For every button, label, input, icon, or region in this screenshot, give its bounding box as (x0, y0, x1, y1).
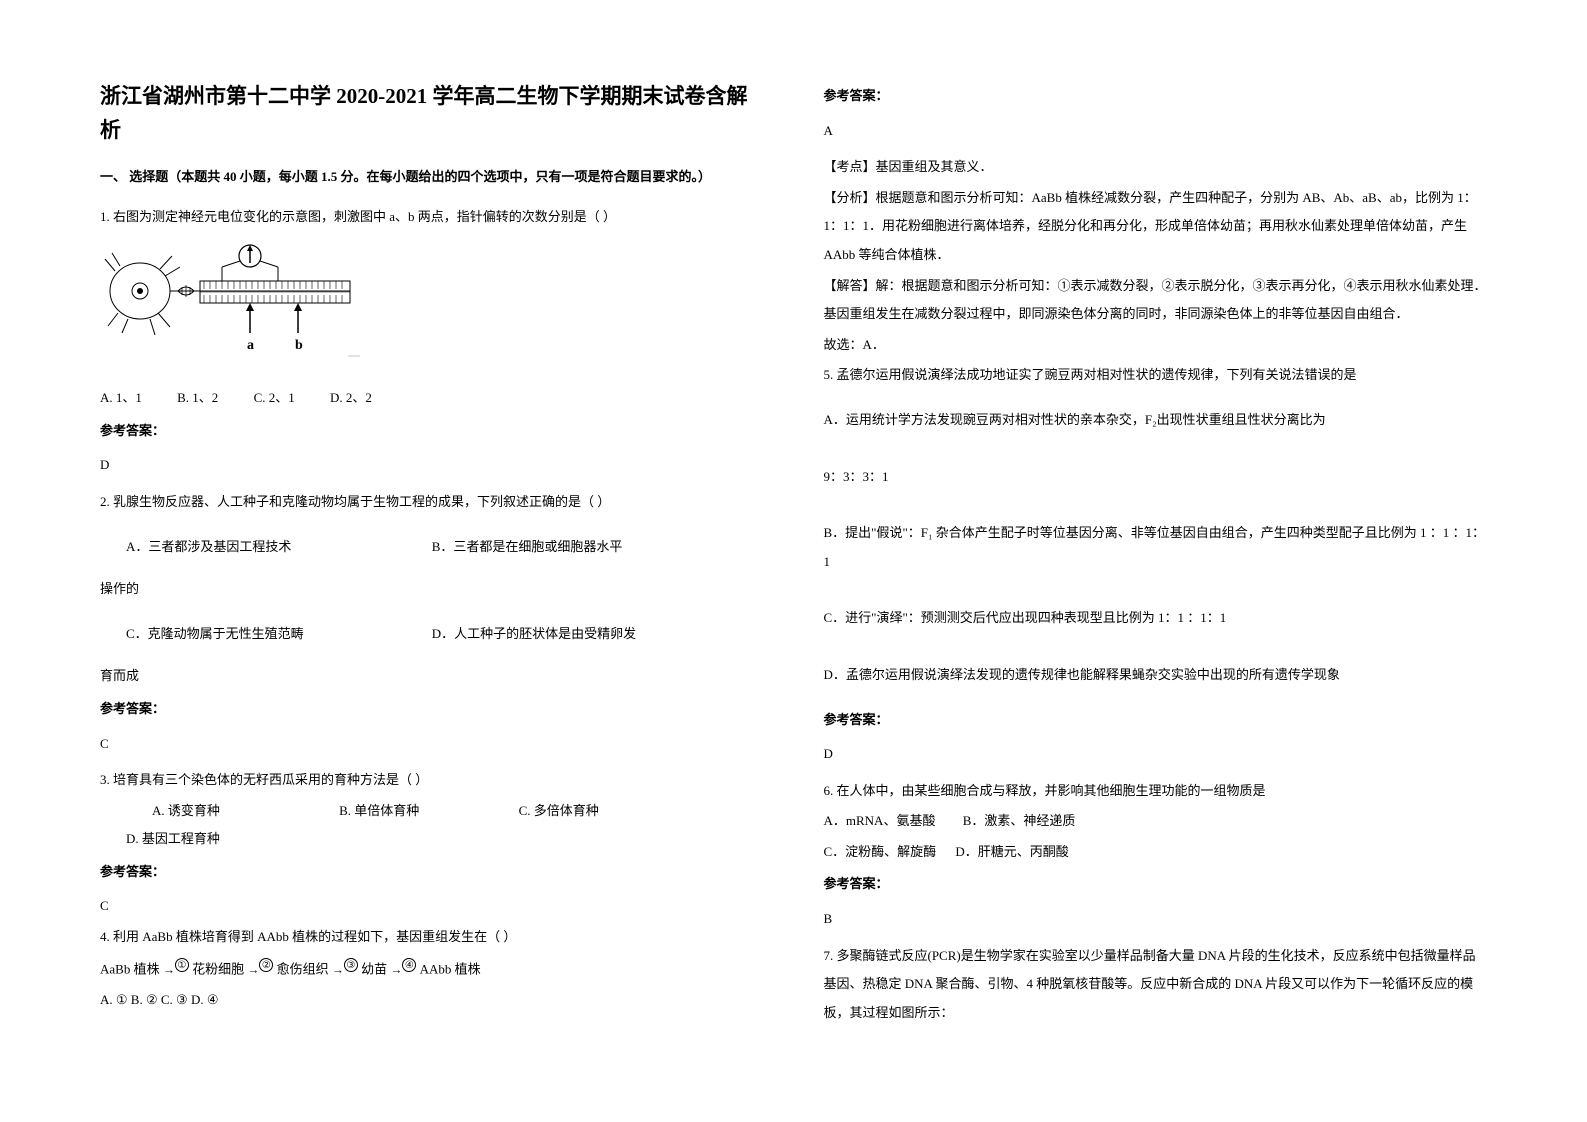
q1-label-b: b (295, 338, 303, 353)
q4-text: 4. 利用 AaBb 植株培育得到 AAbb 植株的过程如下，基因重组发生在（ … (100, 923, 764, 952)
q6-answer-label: 参考答案： (824, 870, 1488, 899)
q2-optD: D．人工种子的胚状体是由受精卵发 (432, 620, 764, 649)
q3-optD: D. 基因工程育种 (100, 825, 220, 854)
q1-optB: B. 1、2 (177, 384, 218, 413)
q3-text: 3. 培育具有三个染色体的无籽西瓜采用的育种方法是（ ） (100, 766, 764, 795)
q4-flow3: 愈伤组织 (277, 961, 329, 976)
q2-text: 2. 乳腺生物反应器、人工种子和克隆动物均属于生物工程的成果，下列叙述正确的是（… (100, 488, 764, 517)
q6-optD: D．肝糖元、丙酮酸 (955, 844, 1068, 859)
q1-optA: A. 1、1 (100, 384, 142, 413)
q1-answer: D (100, 451, 764, 480)
section-header: 一、 选择题（本题共 40 小题，每小题 1.5 分。在每小题给出的四个选项中，… (100, 165, 764, 188)
q5-answer: D (824, 740, 1488, 769)
q7-text: 7. 多聚酶链式反应(PCR)是生物学家在实验室以少量样品制备大量 DNA 片段… (824, 942, 1488, 1028)
q6-optC: C．淀粉酶、解旋酶 (824, 844, 937, 859)
q2-answer-label: 参考答案： (100, 695, 764, 724)
q5-text: 5. 孟德尔运用假说演绎法成功地证实了豌豆两对相对性状的遗传规律，下列有关说法错… (824, 361, 1488, 390)
q4-flow1: AaBb 植株 (100, 961, 160, 976)
q4-optD: D. ④ (191, 992, 219, 1007)
q4-options: A. ① B. ② C. ③ D. ④ (100, 986, 764, 1015)
q4-flow2: 花粉细胞 (192, 961, 244, 976)
q4-optA: A. ① (100, 992, 128, 1007)
q4-flow4: 幼苗 (361, 961, 387, 976)
q5-optB: B．提出"假说"：F₁ 杂合体产生配子时等位基因分离、非等位基因自由组合，产生四… (824, 519, 1488, 576)
q2-optD-cont: 育而成 (100, 662, 764, 691)
document-title: 浙江省湖州市第十二中学 2020-2021 学年高二生物下学期期末试卷含解析 (100, 80, 764, 147)
q2-answer: C (100, 730, 764, 759)
q3-optC: C. 多倍体育种 (493, 797, 599, 826)
q2-optA: A．三者都涉及基因工程技术 (100, 533, 432, 562)
q4-exp1: 【考点】基因重组及其意义． (824, 153, 1488, 182)
q3-answer: C (100, 892, 764, 921)
q1-label-a: a (247, 338, 254, 353)
q4-answer-label: 参考答案： (824, 82, 1488, 111)
q4-answer: A (824, 117, 1488, 146)
q3-answer-label: 参考答案： (100, 858, 764, 887)
q4-c4: ④ (402, 958, 416, 972)
right-column: 参考答案： A 【考点】基因重组及其意义． 【分析】根据题意和图示分析可知：Aa… (824, 80, 1488, 1082)
q6-optB: B．激素、神经递质 (963, 813, 1076, 828)
q1-optD: D. 2、2 (330, 384, 372, 413)
q1-answer-label: 参考答案： (100, 417, 764, 446)
q4-optC: C. ③ (161, 992, 188, 1007)
q1-optC: C. 2、1 (254, 384, 295, 413)
q6-row2: C．淀粉酶、解旋酶 D．肝糖元、丙酮酸 (824, 838, 1488, 867)
q5-answer-label: 参考答案： (824, 706, 1488, 735)
q3-options: A. 诱变育种 B. 单倍体育种 C. 多倍体育种 D. 基因工程育种 (100, 797, 764, 854)
left-column: 浙江省湖州市第十二中学 2020-2021 学年高二生物下学期期末试卷含解析 一… (100, 80, 764, 1082)
q3-optA: A. 诱变育种 (126, 797, 220, 826)
q5-optA: A．运用统计学方法发现豌豆两对相对性状的亲本杂交，F₂出现性状重组且性状分离比为 (824, 406, 1488, 435)
q1-text: 1. 右图为测定神经元电位变化的示意图，刺激图中 a、b 两点，指针偏转的次数分… (100, 203, 764, 232)
q4-c2: ② (259, 958, 273, 972)
q6-text: 6. 在人体中，由某些细胞合成与释放，并影响其他细胞生理功能的一组物质是 (824, 777, 1488, 806)
q4-c3: ③ (344, 958, 358, 972)
q4-exp2: 【分析】根据题意和图示分析可知：AaBb 植株经减数分裂，产生四种配子，分别为 … (824, 184, 1488, 270)
q5-optA-cont: 9：3：3：1 (824, 463, 1488, 492)
q6-answer: B (824, 905, 1488, 934)
q6-optA: A．mRNA、氨基酸 (824, 813, 936, 828)
q2-optC: C．克隆动物属于无性生殖范畴 (100, 620, 432, 649)
q5-optD: D．孟德尔运用假说演绎法发现的遗传规律也能解释果蝇杂交实验中出现的所有遗传学现象 (824, 661, 1488, 690)
q2-optB-cont: 操作的 (100, 575, 764, 604)
q4-c1: ① (175, 958, 189, 972)
q3-optB: B. 单倍体育种 (313, 797, 419, 826)
q4-exp4: 故选：A． (824, 331, 1488, 360)
q2-optB: B．三者都是在细胞或细胞器水平 (432, 533, 764, 562)
q2-row2: C．克隆动物属于无性生殖范畴 D．人工种子的胚状体是由受精卵发 (100, 620, 764, 649)
q6-row1: A．mRNA、氨基酸 B．激素、神经递质 (824, 807, 1488, 836)
q4-flow: AaBb 植株 →① 花粉细胞 →② 愈伤组织 →③ 幼苗 →④ AAbb 植株 (100, 954, 764, 984)
q1-options: A. 1、1 B. 1、2 C. 2、1 D. 2、2 (100, 384, 764, 413)
q4-optB: B. ② (131, 992, 158, 1007)
q5-optC: C．进行"演绎"：预测测交后代应出现四种表现型且比例为 1：1 ：1：1 (824, 604, 1488, 633)
q4-exp3: 【解答】解：根据题意和图示分析可知：①表示减数分裂，②表示脱分化，③表示再分化，… (824, 272, 1488, 329)
q2-row1: A．三者都涉及基因工程技术 B．三者都是在细胞或细胞器水平 (100, 533, 764, 562)
q4-flow5: AAbb 植株 (420, 961, 481, 976)
q1-figure: a b (100, 241, 764, 376)
